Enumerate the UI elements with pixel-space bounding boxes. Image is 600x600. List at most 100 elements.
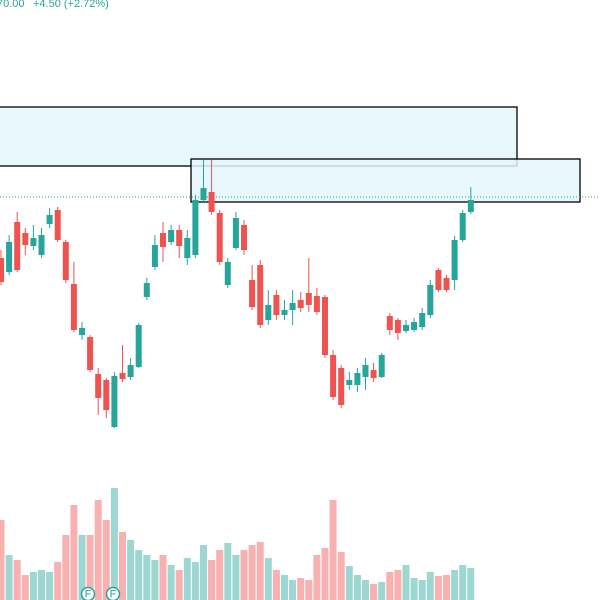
candle-body [14,222,21,270]
candle-body [459,213,466,240]
candle-body [419,313,426,327]
candle-body [289,303,296,310]
volume-bar [216,550,224,600]
volume-bar [305,580,313,600]
candle-body [338,368,345,405]
volume-bar [329,500,337,600]
volume-bar [183,558,191,600]
volume-bar [443,575,450,600]
volume-bar [78,535,86,600]
candle-body [38,235,45,255]
volume-bar [434,576,442,600]
volume-bar [151,560,159,600]
volume-bar [46,572,54,600]
candle-body [62,242,69,280]
candle-body [70,284,77,330]
volume-bar [386,572,394,600]
candle-body [265,305,272,320]
volume-bar [5,555,13,600]
candle-body [273,295,280,315]
candle-body [435,270,442,290]
candle-body [151,245,158,267]
volume-bar [62,535,70,600]
volume-bar [402,565,410,600]
candle-body [224,262,231,285]
candle-body [54,210,61,240]
volume-bar [175,570,183,600]
volume-bar [272,570,280,600]
candle-body [135,325,142,367]
candle-body [330,355,337,397]
volume-bar [264,558,272,600]
volume-bar [378,582,386,600]
zone [0,106,518,167]
volume-bar [345,566,353,600]
candle-body [119,373,126,379]
candle-body [103,380,110,410]
candle-body [46,215,53,224]
volume-bar [248,545,256,600]
candle-body [249,280,256,307]
volume-bar [370,584,378,600]
candle-body [305,293,312,305]
candle-body [160,233,166,247]
candle-body [386,316,393,330]
event-badge [80,586,96,600]
candle-body [370,370,377,378]
candle-body [411,322,418,330]
candle-body [87,337,94,370]
volume-bar [0,520,5,600]
candle-body [22,233,29,245]
candle-body [354,373,361,385]
volume-bar [135,550,143,600]
volume-bar [459,565,467,600]
candle-body [403,325,409,331]
volume-bar [426,572,434,600]
volume-bar [467,568,475,600]
candle-body [362,365,369,377]
volume-bar [94,500,102,600]
volume-bar [240,550,248,600]
candle-body [467,200,474,212]
zone [190,158,581,203]
candle-body [313,296,320,312]
volume-bar [102,520,110,600]
candle-body [346,380,353,385]
candle-body [30,238,37,246]
candle-body [232,218,239,248]
volume-bar [362,580,369,600]
volume-bar [321,548,329,600]
candle-body [443,278,450,290]
volume-bar [167,565,175,600]
candle-body [241,225,247,250]
volume-bar [232,555,240,600]
volume-bar [289,580,297,600]
volume-bar [394,570,402,600]
volume-bar [451,570,459,600]
volume-bar [29,572,37,600]
volume-bar [208,560,216,600]
volume-bar [410,578,418,600]
event-badge [105,586,121,600]
candle-body [176,230,183,246]
volume-bar [110,488,118,600]
candle-body [184,238,191,258]
volume-bar [119,532,126,600]
volume-bar [224,543,232,600]
volume-bar [21,575,29,600]
candle-body [200,188,207,200]
header-change: +4.50 (+2.72%) [33,0,109,10]
header-price: 70.00 [0,0,25,10]
volume-bar [127,540,135,600]
volume-bar [313,555,321,600]
candle-body [378,355,385,377]
candle-body [127,365,134,377]
candle-body [79,328,85,335]
volume-bar [86,535,94,600]
volume-bar [353,575,361,600]
volume-bar [159,555,167,600]
candle-body [95,374,102,398]
volume-bar [54,562,62,600]
volume-bar [38,570,45,600]
